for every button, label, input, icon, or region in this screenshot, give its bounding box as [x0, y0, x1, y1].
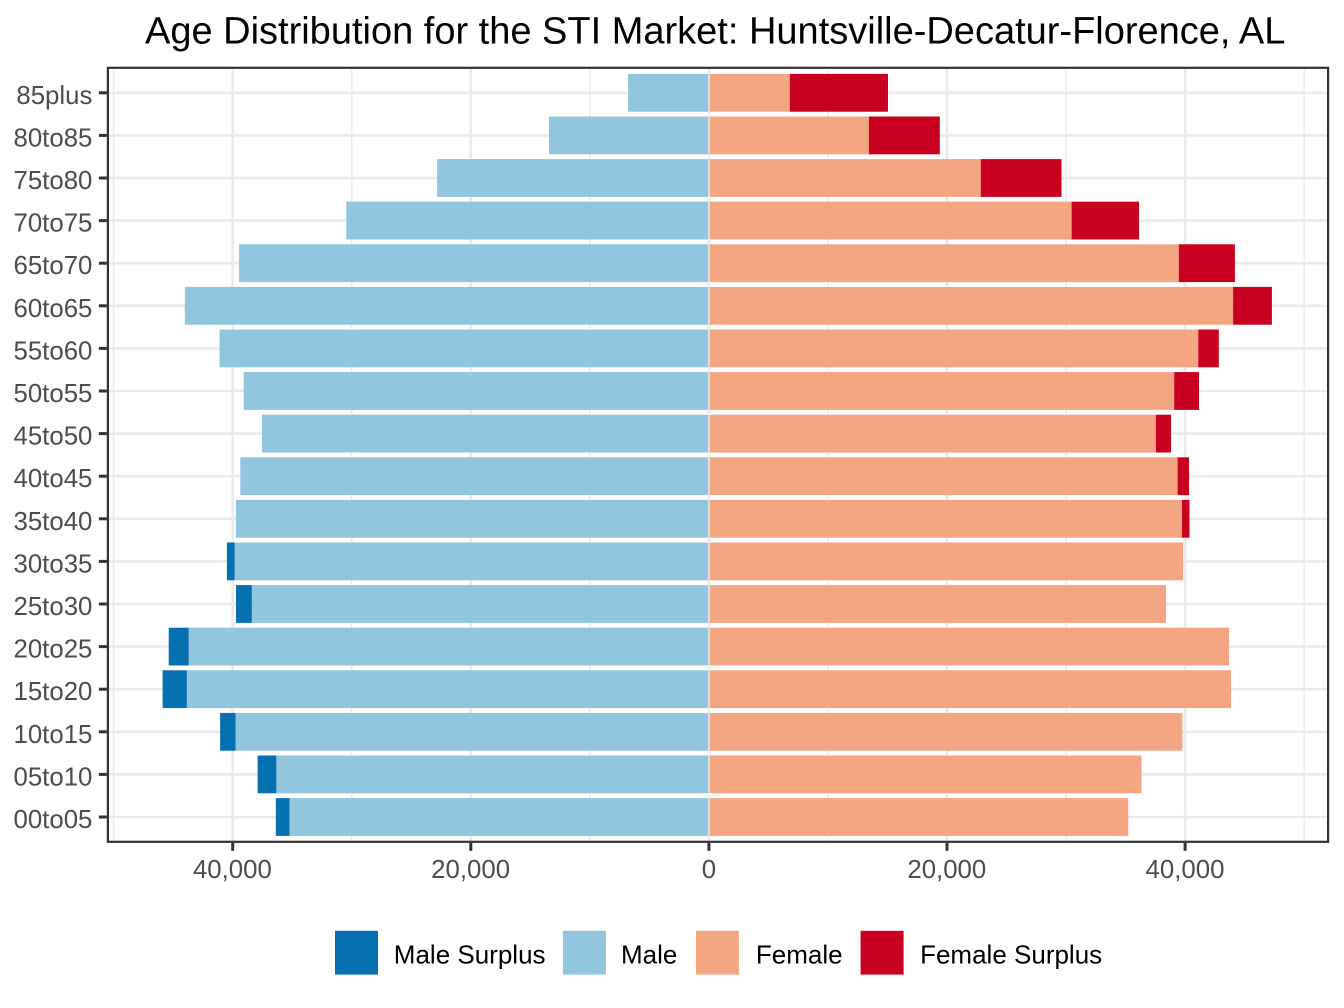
svg-text:Female: Female [756, 940, 843, 970]
svg-text:60to65: 60to65 [13, 295, 92, 323]
svg-text:55to60: 55to60 [13, 337, 92, 365]
svg-text:25to30: 25to30 [13, 593, 92, 621]
svg-text:Male Surplus: Male Surplus [394, 940, 546, 970]
svg-text:30to35: 30to35 [13, 550, 92, 578]
svg-text:20,000: 20,000 [907, 856, 986, 884]
svg-text:0: 0 [702, 856, 716, 884]
svg-text:70to75: 70to75 [13, 210, 92, 238]
svg-text:Male: Male [621, 940, 677, 970]
svg-text:50to55: 50to55 [13, 380, 92, 408]
svg-text:10to15: 10to15 [13, 721, 92, 749]
svg-text:Female Surplus: Female Surplus [920, 940, 1102, 970]
svg-text:20to25: 20to25 [13, 636, 92, 664]
svg-text:40,000: 40,000 [1146, 856, 1225, 884]
svg-text:80to85: 80to85 [13, 124, 92, 152]
svg-text:40to45: 40to45 [13, 465, 92, 493]
svg-text:65to70: 65to70 [13, 252, 92, 280]
svg-text:15to20: 15to20 [13, 678, 92, 706]
svg-text:85plus: 85plus [16, 82, 92, 110]
svg-text:00to05: 00to05 [13, 806, 92, 834]
svg-text:35to40: 35to40 [13, 508, 92, 536]
svg-text:40,000: 40,000 [193, 856, 272, 884]
svg-text:05to10: 05to10 [13, 763, 92, 791]
svg-text:20,000: 20,000 [431, 856, 510, 884]
svg-text:75to80: 75to80 [13, 167, 92, 195]
svg-text:45to50: 45to50 [13, 423, 92, 451]
svg-text:Age Distribution for the STI M: Age Distribution for the STI Market: Hun… [145, 11, 1285, 53]
